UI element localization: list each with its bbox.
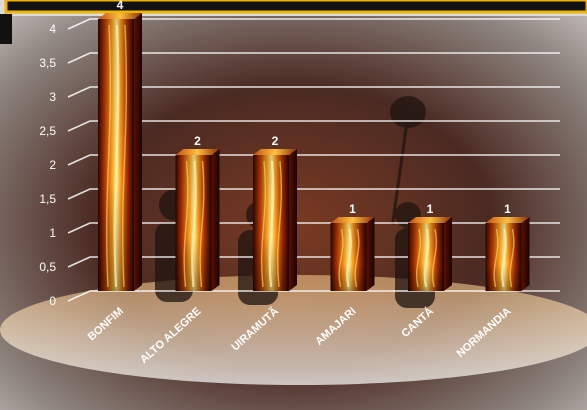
bar bbox=[485, 217, 530, 291]
grid-line bbox=[67, 18, 560, 30]
y-axis-ticks: 0 0,5 1 1,5 2 2,5 3 3,5 4 bbox=[39, 22, 56, 308]
bar-top bbox=[330, 217, 375, 223]
grid-line bbox=[67, 222, 560, 234]
y-tick-label: 2 bbox=[49, 158, 56, 172]
bar-side bbox=[289, 149, 297, 291]
data-label: 1 bbox=[504, 202, 511, 216]
grid-line bbox=[67, 188, 560, 200]
grid-lines bbox=[67, 18, 560, 302]
bar-top bbox=[98, 13, 142, 19]
grid-line bbox=[67, 52, 560, 64]
bar bbox=[253, 149, 297, 291]
bar bbox=[330, 217, 375, 291]
bar-flame-streak bbox=[493, 228, 499, 288]
bar bbox=[98, 13, 142, 291]
data-label: 2 bbox=[194, 134, 201, 148]
data-label: 4 bbox=[117, 0, 124, 12]
y-tick-label: 2,5 bbox=[39, 124, 56, 138]
bar-top bbox=[485, 217, 530, 223]
data-label: 1 bbox=[427, 202, 434, 216]
y-tick-label: 3,5 bbox=[39, 56, 56, 70]
bar-flame-streak bbox=[501, 228, 507, 288]
bar-flame-streak bbox=[260, 160, 267, 288]
grid-line bbox=[67, 120, 560, 132]
bar-flame-streak bbox=[346, 228, 352, 288]
frame-gold-border bbox=[4, 0, 587, 14]
bar-flame-streak bbox=[105, 24, 112, 288]
bar-top bbox=[253, 149, 297, 155]
bar-top bbox=[408, 217, 452, 223]
frame-left-block bbox=[0, 14, 12, 44]
bar-flame-streak bbox=[113, 24, 120, 288]
background-glow bbox=[0, 275, 587, 385]
data-labels: 4 2 2 1 1 1 bbox=[117, 0, 512, 216]
y-tick-label: 0,5 bbox=[39, 260, 56, 274]
y-tick-label: 4 bbox=[49, 22, 56, 36]
bar-flame-streak bbox=[354, 228, 360, 288]
data-label: 1 bbox=[349, 202, 356, 216]
y-tick-label: 1 bbox=[49, 226, 56, 240]
y-tick-label: 1,5 bbox=[39, 192, 56, 206]
y-tick-label: 0 bbox=[49, 294, 56, 308]
bar bbox=[175, 149, 220, 291]
bar-flame-streak bbox=[416, 228, 421, 288]
bar-flame-streak bbox=[268, 160, 275, 288]
bar-side bbox=[444, 217, 452, 291]
data-label: 2 bbox=[272, 134, 279, 148]
bar bbox=[408, 217, 452, 291]
bar-flame-streak bbox=[199, 160, 205, 288]
bar-flame-streak bbox=[191, 160, 197, 288]
bars bbox=[98, 13, 530, 291]
y-tick-label: 3 bbox=[49, 90, 56, 104]
grid-line bbox=[67, 290, 560, 302]
grid-line bbox=[67, 86, 560, 98]
bar-flame-streak bbox=[432, 228, 437, 288]
bar-flame-streak bbox=[423, 228, 430, 288]
bar-flame-streak bbox=[276, 160, 283, 288]
bar-flame-streak bbox=[121, 24, 128, 288]
grid-line bbox=[67, 154, 560, 166]
bar-top bbox=[175, 149, 220, 155]
bar-side bbox=[521, 217, 530, 291]
bar-side bbox=[211, 149, 220, 291]
bar-flame-streak bbox=[183, 160, 189, 288]
bar-flame-streak bbox=[509, 228, 515, 288]
bar-flame-streak bbox=[338, 228, 344, 288]
bar-side bbox=[134, 13, 142, 291]
bar-side bbox=[366, 217, 375, 291]
grid-line bbox=[67, 256, 560, 268]
